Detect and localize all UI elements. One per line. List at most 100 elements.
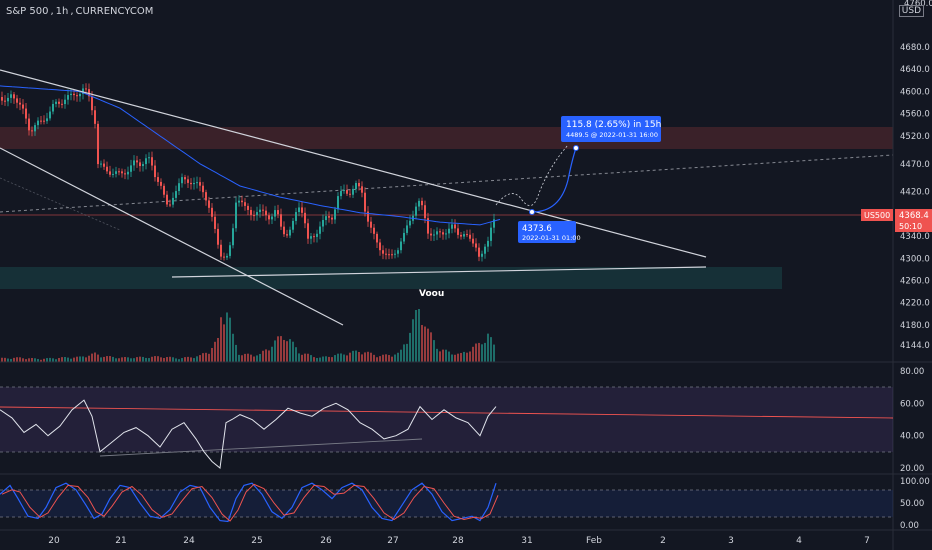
candle: [184, 174, 186, 185]
candle: [64, 94, 66, 109]
rsi-axis: 80.00 60.00 40.00 20.00: [900, 367, 924, 474]
volume-bar: [187, 356, 189, 362]
price-tick: 4340.0: [900, 232, 930, 242]
volume-bar: [70, 358, 72, 362]
volume-bar: [124, 356, 126, 362]
candle: [328, 211, 330, 223]
entry-label-box[interactable]: [518, 221, 576, 243]
stoch-tick: 100.00: [900, 477, 930, 487]
chart-header[interactable]: S&P 500, 1h, CURRENCYCOM: [6, 6, 154, 17]
candle: [61, 99, 63, 109]
price-axis[interactable]: 4680.0 4640.0 4600.0 4560.0 4520.0 4470.0 4420…: [900, 43, 930, 351]
volume-bar: [223, 324, 225, 362]
candle: [217, 223, 219, 249]
volume-bar: [217, 337, 219, 362]
volume-bar: [172, 357, 174, 362]
volume-bar: [454, 354, 456, 362]
volume-bar: [370, 352, 372, 362]
volume-bar: [250, 354, 252, 362]
time-tick: 20: [48, 536, 60, 546]
volume-bar: [193, 358, 195, 362]
volume-bar: [133, 358, 135, 362]
volume-bar: [25, 359, 27, 362]
volume-bar: [1, 357, 3, 362]
volume-bar: [394, 354, 396, 362]
candle: [241, 195, 243, 207]
candle: [289, 226, 291, 239]
candle: [55, 99, 57, 108]
current-price-tag: [895, 209, 932, 232]
descending-trendline[interactable]: [0, 69, 707, 258]
volume-bar: [208, 353, 210, 362]
volume-bar: [94, 352, 96, 362]
candle: [427, 212, 429, 239]
candle: [268, 212, 270, 225]
support-trendline[interactable]: [171, 266, 707, 278]
candle: [325, 210, 327, 226]
descending-channel-lower[interactable]: [0, 147, 344, 326]
volume-bar: [190, 357, 192, 362]
volume-bar: [28, 358, 30, 362]
volume-bar: [238, 354, 240, 362]
stoch-k-line: [0, 482, 497, 523]
volume-bar: [19, 357, 21, 362]
volume-bar: [460, 352, 462, 362]
candle: [244, 198, 246, 211]
time-tick: Feb: [586, 536, 602, 546]
time-axis[interactable]: 20 21 24 25 26 27 28 31 Feb 2 3 4 7: [48, 536, 870, 546]
candle: [487, 236, 489, 252]
volume-bar: [127, 357, 129, 362]
time-tick: 31: [521, 536, 532, 546]
candle: [175, 185, 177, 202]
volume-bar: [247, 353, 249, 362]
candle: [13, 91, 15, 104]
candle: [121, 168, 123, 178]
candle: [142, 161, 144, 172]
volume-bar: [151, 356, 153, 362]
volume-bar: [283, 339, 285, 362]
candle: [460, 231, 462, 240]
volume-bar: [412, 319, 414, 362]
candle: [157, 172, 159, 186]
price-tick: 4260.0: [900, 277, 930, 287]
volume-bar: [55, 359, 57, 362]
candle: [439, 228, 441, 238]
candle: [442, 229, 444, 240]
candle: [100, 160, 102, 168]
volume-bar: [463, 351, 465, 362]
candle: [154, 160, 156, 182]
volume-bar: [100, 357, 102, 362]
candle: [166, 190, 168, 207]
rsi-band: [0, 387, 893, 452]
projection-label-box[interactable]: [561, 116, 661, 142]
entry-point[interactable]: [529, 209, 535, 215]
candle: [46, 112, 48, 124]
candle: [274, 205, 276, 221]
candle: [10, 90, 12, 104]
volume-bar: [343, 354, 345, 362]
candle: [205, 189, 207, 206]
entry-time-label: 2022-01-31 01:00: [522, 234, 581, 242]
volume-bar: [304, 353, 306, 362]
volume-bar: [118, 358, 120, 362]
volume-bar: [358, 352, 360, 362]
candle: [436, 227, 438, 241]
volume-bar: [37, 359, 39, 362]
candle: [259, 204, 261, 218]
bar-countdown: 50:10: [899, 222, 922, 231]
candle: [253, 210, 255, 221]
volume-bar: [229, 317, 231, 362]
time-tick: 4: [796, 536, 802, 546]
currency-label[interactable]: USD: [898, 5, 924, 17]
volume-bar: [439, 351, 441, 362]
target-point[interactable]: [573, 145, 579, 151]
candle: [235, 197, 237, 232]
candle: [67, 89, 69, 105]
volume-bar: [466, 352, 468, 362]
volume-bar: [67, 357, 69, 362]
volume-bar: [379, 356, 381, 362]
projection-path[interactable]: [531, 147, 577, 213]
volume-bar: [235, 344, 237, 362]
candle: [124, 169, 126, 180]
